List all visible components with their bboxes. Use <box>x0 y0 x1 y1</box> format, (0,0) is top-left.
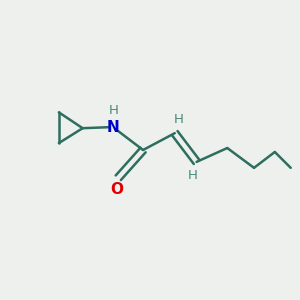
Text: O: O <box>110 182 123 197</box>
Text: H: H <box>108 104 118 117</box>
Text: H: H <box>174 113 184 126</box>
Text: H: H <box>188 169 197 182</box>
Text: N: N <box>107 120 120 135</box>
